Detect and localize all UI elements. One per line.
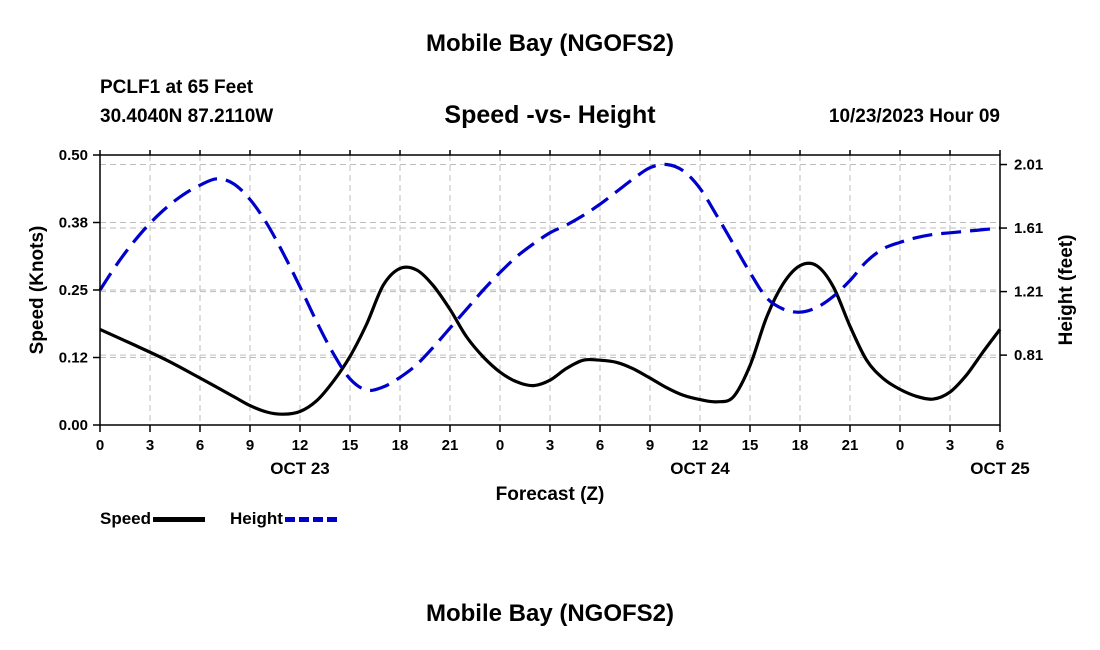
legend-item-height: Height	[230, 509, 337, 529]
x-tick-label: 3	[546, 437, 554, 454]
x-tick-label: 9	[646, 437, 654, 454]
chart-series	[98, 162, 1002, 416]
legend-swatch-speed	[153, 516, 206, 522]
figure-title: Mobile Bay (NGOFS2)	[425, 30, 675, 57]
legend-label-height: Height	[230, 509, 283, 528]
x-tick-label: 9	[246, 437, 254, 454]
x-tick-label: 6	[196, 437, 204, 454]
y-tick-label: 0.38	[59, 215, 88, 232]
chart-grid	[100, 155, 1000, 425]
footer-title: Mobile Bay (NGOFS2)	[425, 600, 675, 627]
x-tick-label: 21	[442, 437, 459, 454]
y2-tick-label: 2.01	[1014, 157, 1043, 174]
y-tick-label: 0.25	[59, 282, 88, 299]
y-axis-label: Speed (Knots)	[27, 226, 48, 355]
x-tick-label: 6	[596, 437, 604, 454]
y2-tick-label: 1.61	[1014, 220, 1043, 237]
series-line-height	[98, 162, 1001, 393]
y-tick-label: 0.00	[59, 417, 88, 434]
y-tick-label: 0.12	[59, 350, 88, 367]
legend-swatch-height	[284, 516, 337, 522]
x-tick-label: 12	[292, 437, 309, 454]
x-tick-label: 18	[392, 437, 409, 454]
x-day-label: OCT 24	[670, 459, 730, 478]
series-line-speed	[99, 261, 1002, 416]
x-tick-label: 18	[792, 437, 809, 454]
station-label: PCLF1 at 65 Feet	[100, 77, 254, 98]
y-tick-label: 0.50	[59, 147, 88, 164]
legend-label-speed: Speed	[100, 509, 152, 528]
x-tick-label: 15	[742, 437, 759, 454]
x-tick-label: 15	[342, 437, 359, 454]
forecast-timestamp: 10/23/2023 Hour 09	[828, 106, 1000, 127]
chart-subtitle: Speed -vs- Height	[444, 101, 656, 129]
chart-axes: Forecast (Z) Speed (Knots) Height (feet)…	[27, 147, 1077, 505]
y2-axis-label: Height (feet)	[1056, 235, 1077, 346]
x-day-label: OCT 25	[970, 459, 1030, 478]
legend-item-speed: Speed	[100, 509, 206, 529]
y2-tick-label: 1.21	[1014, 284, 1043, 301]
y2-tick-label: 0.81	[1014, 347, 1043, 364]
x-tick-label: 3	[946, 437, 954, 454]
x-axis-label: Forecast (Z)	[496, 484, 605, 505]
x-tick-label: 0	[496, 437, 504, 454]
x-tick-label: 0	[896, 437, 904, 454]
x-tick-label: 6	[996, 437, 1004, 454]
station-coordinates: 30.4040N 87.2110W	[100, 106, 274, 127]
x-day-label: OCT 23	[270, 459, 330, 478]
x-tick-label: 3	[146, 437, 154, 454]
x-tick-label: 21	[842, 437, 859, 454]
x-tick-label: 0	[96, 437, 104, 454]
x-tick-label: 12	[692, 437, 709, 454]
